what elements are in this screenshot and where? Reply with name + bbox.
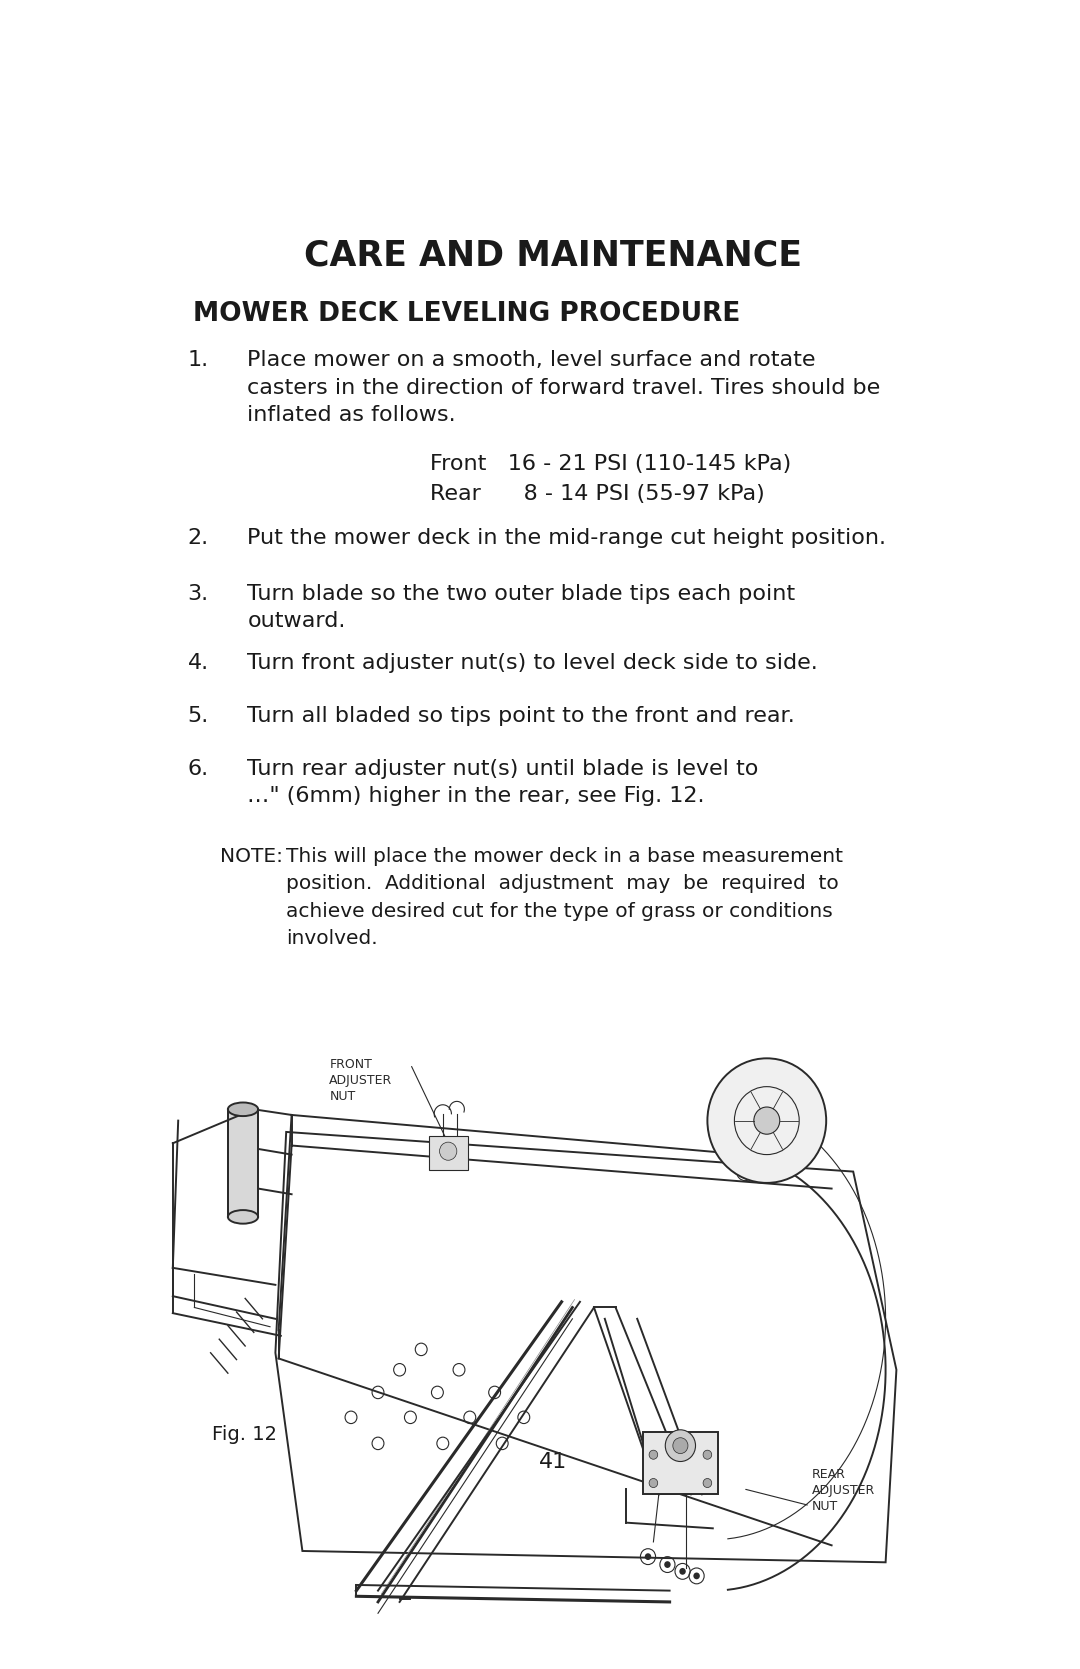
Circle shape: [440, 1142, 457, 1160]
Text: 41: 41: [539, 1452, 568, 1472]
Text: Turn blade so the two outer blade tips each point
outward.: Turn blade so the two outer blade tips e…: [247, 584, 796, 631]
Ellipse shape: [228, 1210, 258, 1223]
Text: 4.: 4.: [188, 653, 208, 673]
Text: 1.: 1.: [188, 350, 208, 371]
Circle shape: [664, 1561, 671, 1567]
Circle shape: [754, 1107, 780, 1135]
Circle shape: [665, 1430, 696, 1462]
Text: REAR
ADJUSTER
NUT: REAR ADJUSTER NUT: [812, 1469, 876, 1514]
Text: 6.: 6.: [188, 759, 208, 779]
Text: Turn front adjuster nut(s) to level deck side to side.: Turn front adjuster nut(s) to level deck…: [247, 653, 819, 673]
Text: 3.: 3.: [188, 584, 208, 604]
FancyBboxPatch shape: [643, 1432, 718, 1494]
Text: Turn rear adjuster nut(s) until blade is level to
…" (6mm) higher in the rear, s: Turn rear adjuster nut(s) until blade is…: [247, 759, 759, 806]
Text: Turn all bladed so tips point to the front and rear.: Turn all bladed so tips point to the fro…: [247, 706, 795, 726]
Text: CARE AND MAINTENANCE: CARE AND MAINTENANCE: [305, 239, 802, 272]
Circle shape: [679, 1567, 686, 1576]
Circle shape: [703, 1450, 712, 1459]
Text: Fig. 12: Fig. 12: [213, 1425, 278, 1444]
Ellipse shape: [228, 1103, 258, 1117]
FancyBboxPatch shape: [228, 1110, 258, 1217]
Text: 5.: 5.: [187, 706, 208, 726]
Circle shape: [649, 1450, 658, 1459]
Text: 2.: 2.: [188, 527, 208, 547]
Text: Put the mower deck in the mid-range cut height position.: Put the mower deck in the mid-range cut …: [247, 527, 887, 547]
Text: FRONT
ADJUSTER
NUT: FRONT ADJUSTER NUT: [329, 1058, 393, 1103]
Circle shape: [693, 1572, 700, 1579]
Circle shape: [707, 1058, 826, 1183]
Text: Rear      8 - 14 PSI (55-97 kPa): Rear 8 - 14 PSI (55-97 kPa): [430, 484, 765, 504]
FancyBboxPatch shape: [429, 1137, 468, 1170]
Text: MOWER DECK LEVELING PROCEDURE: MOWER DECK LEVELING PROCEDURE: [193, 300, 741, 327]
Circle shape: [673, 1437, 688, 1454]
Circle shape: [703, 1479, 712, 1487]
Text: Place mower on a smooth, level surface and rotate
casters in the direction of fo: Place mower on a smooth, level surface a…: [247, 350, 880, 426]
Text: Front   16 - 21 PSI (110-145 kPa): Front 16 - 21 PSI (110-145 kPa): [430, 454, 791, 474]
Circle shape: [645, 1554, 651, 1561]
Text: NOTE:: NOTE:: [220, 848, 283, 866]
Circle shape: [649, 1479, 658, 1487]
Text: This will place the mower deck in a base measurement
position.  Additional  adju: This will place the mower deck in a base…: [286, 848, 843, 948]
